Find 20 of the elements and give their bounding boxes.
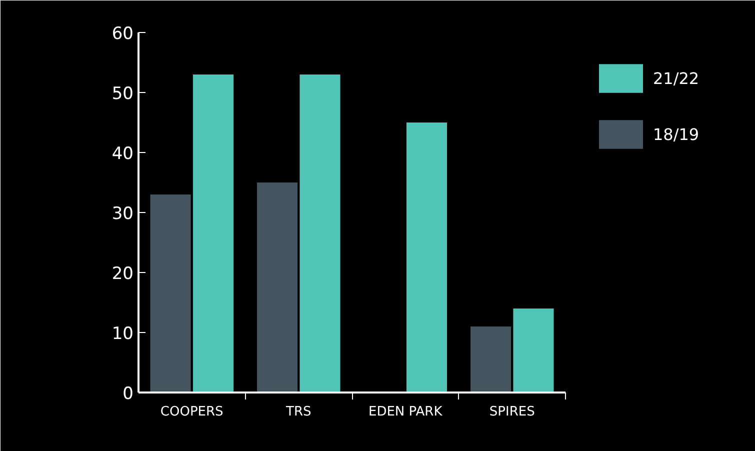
x-tick-label: SPIRES — [489, 404, 535, 420]
legend-label: 18/19 — [653, 124, 700, 144]
y-tick-label: 60 — [112, 24, 134, 44]
x-tick-label: TRS — [285, 404, 312, 420]
bar — [513, 308, 554, 392]
legend-label: 21/22 — [653, 68, 700, 88]
bar — [256, 182, 298, 392]
y-tick-label: 40 — [112, 144, 134, 164]
y-tick-label: 50 — [112, 84, 134, 104]
bar — [300, 74, 340, 392]
y-tick-label: 0 — [122, 384, 134, 404]
bar — [470, 326, 512, 392]
x-tick-label: EDEN PARK — [368, 404, 443, 420]
bar — [192, 74, 234, 392]
bar — [150, 194, 191, 392]
y-tick-label: 20 — [112, 264, 134, 284]
y-tick-label: 10 — [112, 324, 134, 344]
y-tick-label: 30 — [112, 204, 134, 224]
bar — [406, 122, 448, 392]
x-tick-label: COOPERS — [160, 404, 224, 420]
